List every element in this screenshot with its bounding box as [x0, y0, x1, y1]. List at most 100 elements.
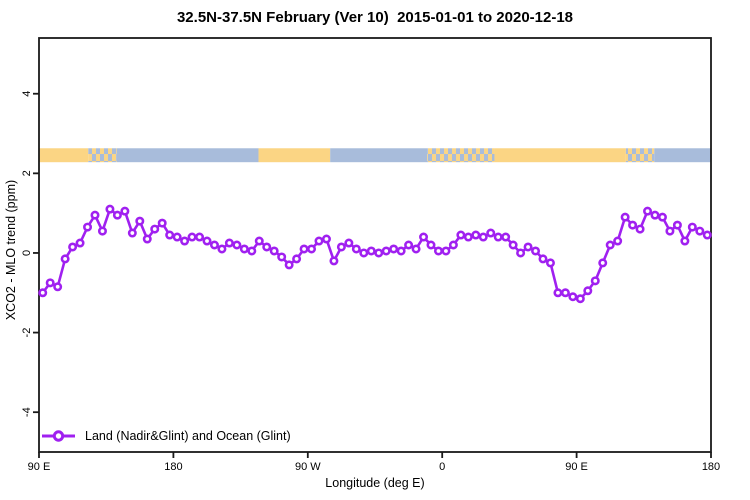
data-point [157, 218, 167, 228]
x-tick-label: 90 E [28, 461, 51, 473]
map-strip-segment-ocean [654, 148, 711, 163]
data-point [650, 210, 660, 220]
data-point [613, 236, 623, 246]
data-point [224, 238, 234, 248]
data-point [254, 236, 264, 246]
data-point [628, 220, 638, 230]
data-point [314, 236, 324, 246]
data-point [702, 230, 712, 240]
data-point [478, 232, 488, 242]
data-point [665, 226, 675, 236]
data-point [321, 234, 331, 244]
data-point [560, 288, 570, 298]
data-point [127, 228, 137, 238]
y-tick-label: 0 [21, 250, 33, 256]
data-point [112, 210, 122, 220]
data-point [277, 252, 287, 262]
data-point [247, 246, 257, 256]
data-point [150, 224, 160, 234]
data-point [695, 226, 705, 236]
map-strip-segment-ocean [116, 148, 259, 163]
data-point [583, 286, 593, 296]
data-point [575, 294, 585, 304]
data-point [83, 222, 93, 232]
x-tick-label: 180 [702, 461, 720, 473]
map-strip-segment-coast [625, 148, 655, 163]
data-point [105, 204, 115, 214]
data-point [389, 244, 399, 254]
data-point [635, 224, 645, 234]
x-tick-label: 90 W [295, 461, 321, 473]
y-axis-title: XCO2 - MLO trend (ppm) [4, 179, 18, 321]
data-point [60, 254, 70, 264]
data-point [493, 232, 503, 242]
data-point [239, 244, 249, 254]
data-point [471, 230, 481, 240]
data-point [359, 248, 369, 258]
map-strip-segment-land [39, 148, 89, 163]
plot-box [38, 37, 712, 453]
data-point [590, 276, 600, 286]
data-point [657, 212, 667, 222]
data-point [374, 248, 384, 258]
data-point [195, 232, 205, 242]
data-point [672, 220, 682, 230]
legend-marker-icon [52, 430, 65, 442]
data-point [553, 288, 563, 298]
data-point [501, 232, 511, 242]
data-point [53, 282, 63, 292]
data-point [620, 212, 630, 222]
data-point [165, 230, 175, 240]
chart-title: 32.5N-37.5N February (Ver 10) 2015-01-01… [176, 9, 574, 26]
map-strip-segment-coast [427, 148, 495, 163]
data-point [448, 240, 458, 250]
map-strip-segment-land [258, 148, 331, 163]
data-point [68, 242, 78, 252]
data-point [568, 292, 578, 302]
data-point [299, 244, 309, 254]
data-point [381, 246, 391, 256]
legend-label: Land (Nadir&Glint) and Ocean (Glint) [85, 429, 291, 443]
data-point [605, 240, 615, 250]
data-point [598, 258, 608, 268]
data-point [90, 210, 100, 220]
data-point [142, 234, 152, 244]
data-point [232, 240, 242, 250]
x-tick-label: 90 E [565, 461, 588, 473]
data-point [411, 244, 421, 254]
y-tick-label: 4 [21, 91, 33, 97]
data-point [329, 256, 339, 266]
x-tick-label: 0 [439, 461, 445, 473]
data-point [441, 246, 451, 256]
data-point [426, 240, 436, 250]
data-point [307, 244, 317, 254]
data-point [538, 254, 548, 264]
data-point [187, 232, 197, 242]
data-point [38, 288, 48, 298]
x-tick-label: 180 [164, 461, 182, 473]
data-point [351, 244, 361, 254]
data-point [404, 240, 414, 250]
map-strip-segment-ocean [330, 148, 428, 163]
data-point [344, 238, 354, 248]
data-point [508, 240, 518, 250]
data-point [463, 232, 473, 242]
legend-line-sample [42, 430, 75, 442]
data-point [680, 236, 690, 246]
data-point [262, 242, 272, 252]
data-point [120, 206, 130, 216]
data-point [531, 246, 541, 256]
data-point [75, 238, 85, 248]
data-point [284, 260, 294, 270]
data-point [643, 206, 653, 216]
data-point [269, 246, 279, 256]
data-point [45, 278, 55, 288]
data-point [292, 254, 302, 264]
data-point [419, 232, 429, 242]
data-point [366, 246, 376, 256]
y-tick-label: 2 [21, 170, 33, 176]
data-point [336, 242, 346, 252]
data-point [545, 258, 555, 268]
data-point [687, 222, 697, 232]
